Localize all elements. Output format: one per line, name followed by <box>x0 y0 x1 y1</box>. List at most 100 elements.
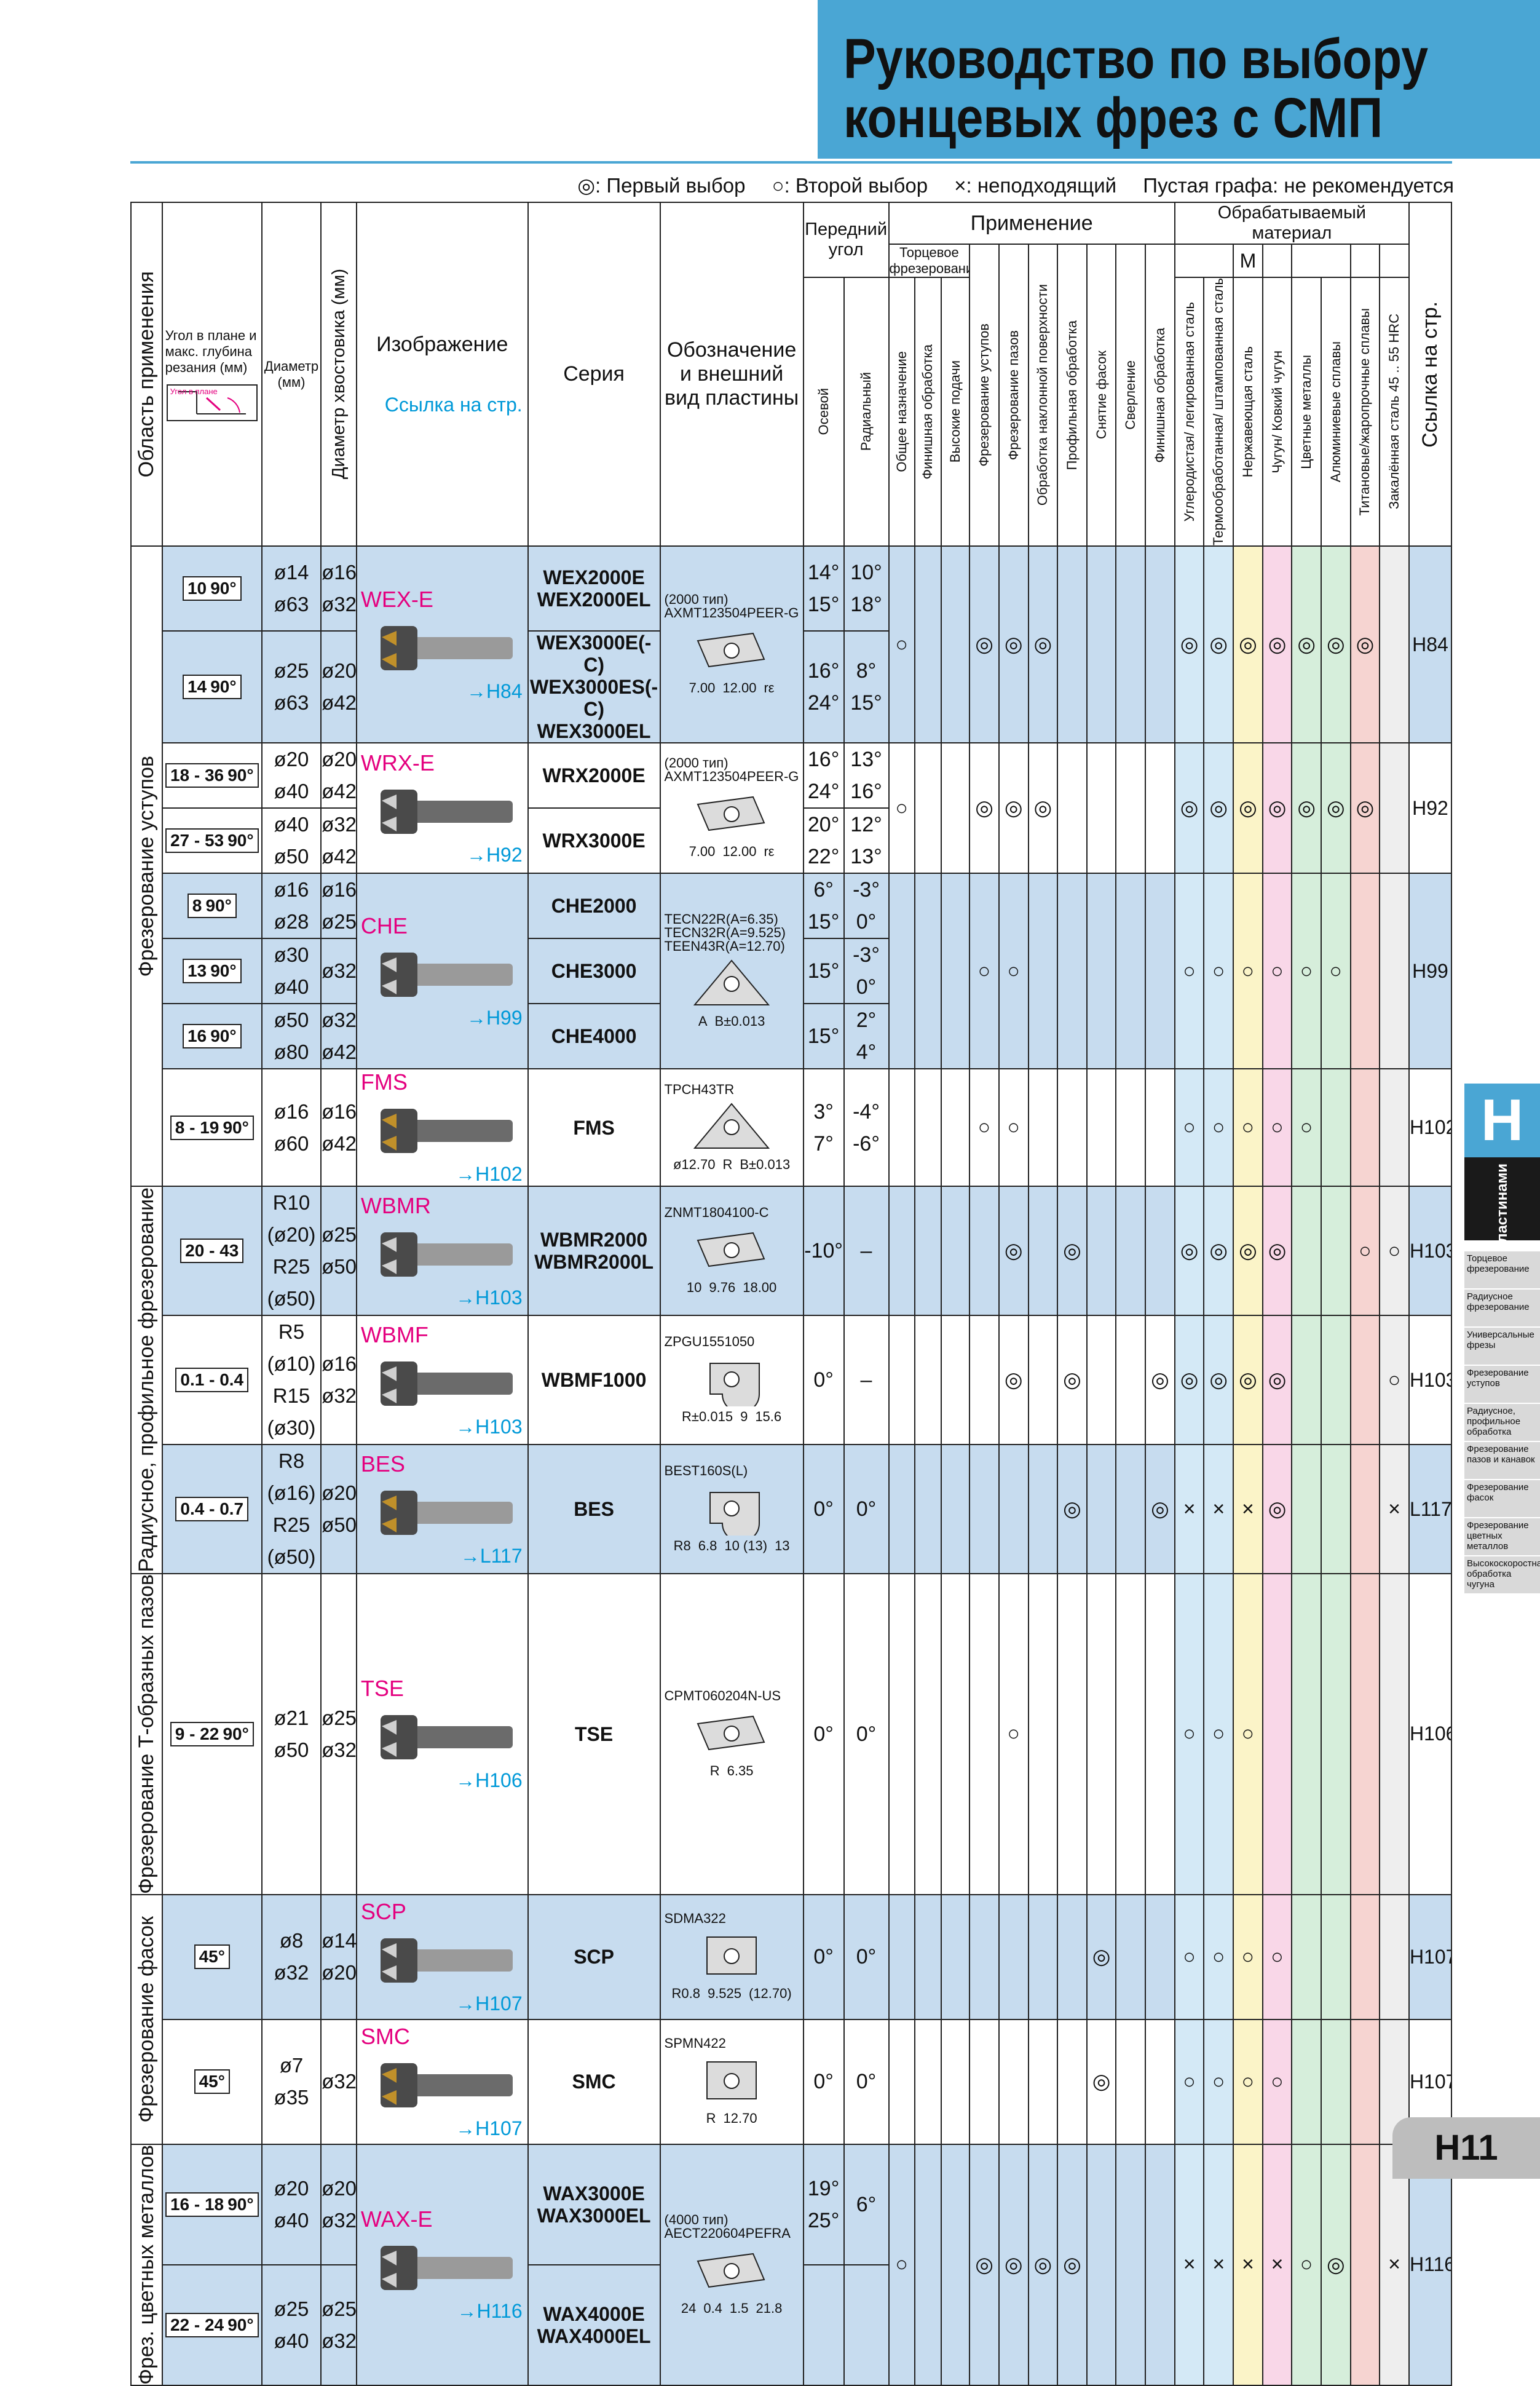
series-page-link[interactable]: →H107 <box>456 2117 523 2139</box>
insert-dimension: A <box>698 1013 708 1029</box>
insert-code: ZPGU1551050 <box>664 1334 755 1350</box>
image-cell: FMS →H102 <box>355 1068 529 1187</box>
page-ref-link[interactable]: H99 <box>1412 959 1448 982</box>
page-ref-link[interactable]: H84 <box>1412 633 1448 656</box>
series-code-cell: TSE <box>527 1573 661 1895</box>
mark-cell <box>1291 1893 1322 2020</box>
insert-drawing-icon <box>697 1232 765 1267</box>
diameter-cell: ø25 ø40 <box>261 2264 322 2386</box>
shank-cell: ø20 ø50 <box>320 1444 357 1575</box>
side-index-item[interactable]: Фрезерование уступов <box>1464 1366 1540 1404</box>
depth-box: 0.1 - 0.4 <box>175 1368 249 1393</box>
insert-cell: TECN22R(A=6.35) TECN32R(A=9.525) TEEN43R(A… <box>659 873 804 1070</box>
angle-depth-cell: 0.4 - 0.7 <box>161 1444 263 1575</box>
insert-cell: SDMA322 R0.8 9.525 (12.70) <box>659 1893 804 2020</box>
radial-rake-value: 15° <box>850 691 882 715</box>
series-page-link[interactable]: →H84 <box>466 680 523 702</box>
axial-rake-value: 15° <box>807 910 840 934</box>
side-index-item[interactable]: Универсальные фрезы <box>1464 1328 1540 1366</box>
mark-cell <box>1057 742 1088 874</box>
header-general: Общее назначение <box>888 276 916 547</box>
depth-box: 22 - 24 90° <box>165 2312 259 2337</box>
side-index-item[interactable]: Фрезерование пазов и канавок <box>1464 1442 1540 1480</box>
mark-cell <box>1027 1444 1059 1575</box>
mark-cell <box>914 1893 942 2020</box>
page-ref-link[interactable]: H103 <box>1409 1239 1450 1262</box>
side-index-item[interactable]: Радиусное, профильное обработка <box>1464 1404 1540 1442</box>
diameter-value: ø40 <box>274 780 309 803</box>
insert-dimension: ø12.70 <box>673 1156 716 1172</box>
radial-rake-cell <box>843 2264 890 2386</box>
shank-cell: ø16 ø32 <box>320 545 357 632</box>
mark-cell <box>1349 873 1381 1070</box>
mark-cell <box>1291 1444 1322 1575</box>
mark-cell <box>940 1315 971 1446</box>
mark-cell <box>998 1444 1029 1575</box>
mark-cell <box>914 2018 942 2145</box>
angle-value: 90° <box>210 579 237 598</box>
series-page-link[interactable]: →H107 <box>456 1992 523 2015</box>
insert-code: AXMT123504PEER-G <box>664 769 799 785</box>
mark-cell: ○ <box>1233 1893 1263 2020</box>
mark-cell <box>1057 1573 1088 1895</box>
radial-rake-value: -3° <box>853 943 880 967</box>
mark-cell <box>1145 2018 1175 2145</box>
page-ref-link[interactable]: H107 <box>1409 1945 1450 1968</box>
header-finish: Финишная обработка <box>1145 243 1175 547</box>
series-page-link[interactable]: →H92 <box>466 843 523 866</box>
insert-dimension: 12.70 <box>723 2111 757 2126</box>
mark-cell <box>1321 1315 1351 1446</box>
series-page-link[interactable]: →H103 <box>456 1415 523 1438</box>
mark-cell: ◎ <box>1291 742 1322 874</box>
insert-drawing-icon <box>693 959 770 1006</box>
side-index-item[interactable]: Высокоскоростная обработка чугуна <box>1464 1556 1540 1595</box>
series-page-link[interactable]: →H99 <box>466 1006 523 1029</box>
series-code-cell: CHE2000 <box>527 873 661 940</box>
area-cell: Фрезерование фасок <box>130 1893 163 2145</box>
series-page-link[interactable]: →H102 <box>456 1163 523 1186</box>
side-index-item[interactable]: Торцевое фрезерование <box>1464 1251 1540 1290</box>
mark-cell <box>1145 873 1175 1070</box>
radial-rake-value: 2° <box>856 1009 877 1032</box>
header-diameter: Диаметр (мм) <box>261 201 322 547</box>
side-index-item[interactable]: Фрезерование фасок <box>1464 1480 1540 1518</box>
insert-drawing-icon <box>709 1363 760 1407</box>
mark-cell: ○ <box>1233 1068 1263 1187</box>
mark-value: ○ <box>1212 1944 1225 1968</box>
page-ref-link[interactable]: H116 <box>1409 2253 1451 2276</box>
series-code: WBMR2000 <box>540 1229 648 1251</box>
title-banner: Руководство по выбору концевых фрез с СМ… <box>818 0 1540 159</box>
insert-dimension: 9 <box>740 1409 748 1425</box>
section-tab[interactable]: H Фрезы со сменными пластинами <box>1464 1084 1540 1409</box>
side-index-item[interactable]: Радиусное фрезерование <box>1464 1290 1540 1328</box>
diameter-cell: ø20 ø40 <box>261 742 322 809</box>
page-ref-link[interactable]: H103 <box>1409 1368 1450 1391</box>
page-ref-link[interactable]: H92 <box>1412 796 1448 819</box>
mark-cell: ○ <box>888 2143 916 2386</box>
page-ref-link[interactable]: L117 <box>1409 1497 1451 1520</box>
mark-cell <box>914 545 942 744</box>
insert-dimension: 15.6 <box>755 1409 782 1425</box>
mark-cell: ◎ <box>1233 1186 1263 1317</box>
depth-value: 0.4 - 0.7 <box>180 1499 244 1519</box>
mark-value: ○ <box>1388 1368 1401 1392</box>
page-ref-link[interactable]: H106 <box>1409 1722 1450 1745</box>
page-ref-link[interactable]: H107 <box>1409 2070 1450 2093</box>
insert-dimensions: 10 9.76 18.00 <box>661 1280 802 1296</box>
page-ref-link[interactable]: H102 <box>1409 1116 1450 1139</box>
shank-value: ø42 <box>322 691 357 715</box>
mark-value: ○ <box>1212 959 1225 983</box>
series-page-link[interactable]: →H103 <box>456 1286 523 1309</box>
header-mat-2: Термообработанная/ штампованная сталь <box>1203 276 1234 547</box>
side-index-item[interactable]: Фрезерование цветных металлов <box>1464 1518 1540 1556</box>
page-ref-cell: H103 <box>1408 1315 1453 1446</box>
mark-cell <box>1057 2018 1088 2145</box>
mark-cell: ◎ <box>1057 1444 1088 1575</box>
mark-cell: ○ <box>1174 1893 1205 2020</box>
angle-depth-cell: 20 - 43 <box>161 1186 263 1317</box>
series-page-link[interactable]: →L117 <box>460 1544 523 1567</box>
mark-value: × <box>1183 1497 1196 1521</box>
series-page-link[interactable]: →H116 <box>457 2300 523 2323</box>
series-page-link[interactable]: →H106 <box>456 1769 523 1792</box>
radial-rake-value: 13° <box>850 748 882 772</box>
